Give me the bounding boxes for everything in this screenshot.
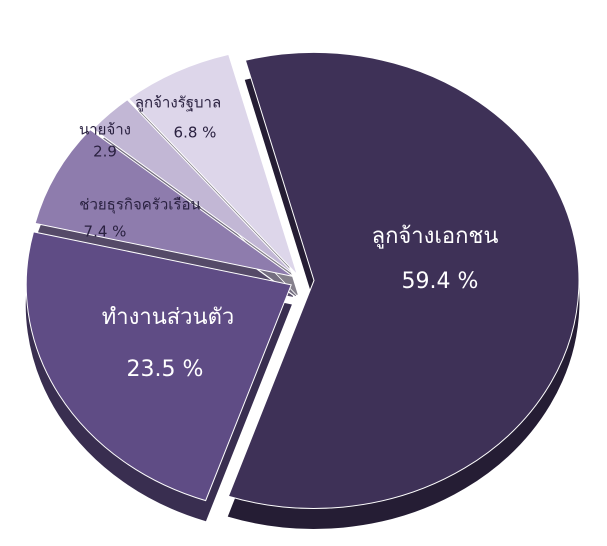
value-label: 2.9 [93, 143, 117, 161]
slice-label: ลูกจ้างเอกชน [372, 224, 499, 249]
value-label: 7.4 % [84, 223, 127, 241]
slice-label: นายจ้าง [79, 121, 131, 139]
slice [227, 51, 580, 509]
value-label: 23.5 % [127, 357, 204, 382]
slice-label: ช่วยธุรกิจครัวเรือน [79, 196, 200, 215]
slice-label: ทำงานส่วนตัว [102, 305, 234, 330]
slice [128, 53, 298, 276]
slice-label: ลูกจ้างรัฐบาล [135, 94, 221, 112]
value-label: 6.8 % [174, 124, 217, 142]
slice [34, 128, 294, 277]
slice [25, 231, 292, 502]
value-label: 59.4 % [402, 269, 479, 294]
slice [92, 99, 297, 277]
